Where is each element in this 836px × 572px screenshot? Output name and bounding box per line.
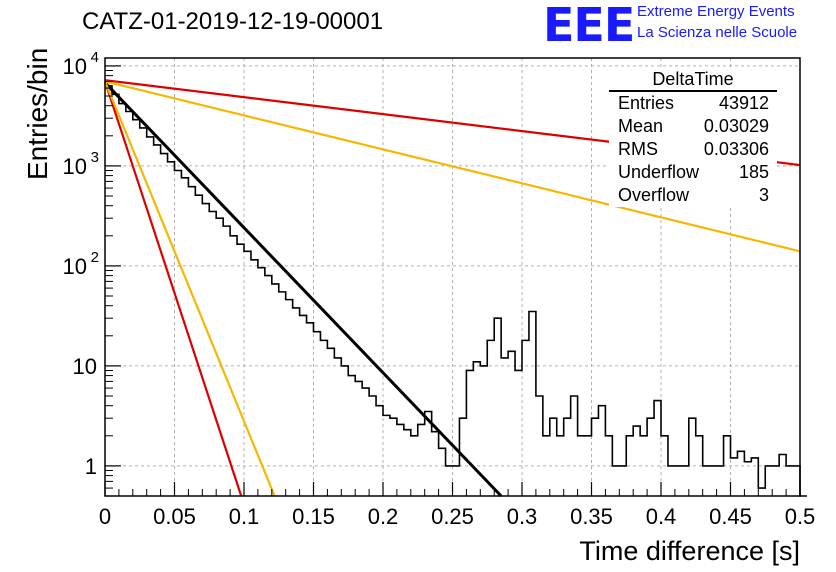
stats-label: Entries xyxy=(618,93,675,113)
x-tick-label: 0.2 xyxy=(368,504,399,529)
stats-value: 0.03029 xyxy=(703,116,769,136)
x-axis-label: Time difference [s] xyxy=(579,536,800,566)
y-tick-exponent: 2 xyxy=(91,249,99,266)
stats-row-mean: Mean 0.03029 xyxy=(609,115,777,138)
stats-row-underflow: Underflow 185 xyxy=(609,161,777,184)
histogram-outline xyxy=(105,85,807,497)
y-tick-label: 10 xyxy=(63,54,87,79)
x-tick-label: 0.5 xyxy=(785,504,816,529)
stats-value: 3 xyxy=(758,185,769,205)
stats-label: Mean xyxy=(618,116,664,136)
stats-label: Underflow xyxy=(618,162,700,182)
stats-box: DeltaTime Entries 43912 Mean 0.03029 RMS… xyxy=(609,68,777,207)
x-tick-label: 0.45 xyxy=(709,504,752,529)
stats-label: Overflow xyxy=(618,185,690,205)
eee-logo: EEE xyxy=(543,0,635,52)
stats-title: DeltaTime xyxy=(609,68,777,92)
y-tick-exponent: 4 xyxy=(91,49,99,66)
stats-value: 185 xyxy=(738,162,769,182)
stats-label: RMS xyxy=(618,139,658,159)
x-tick-label: 0.4 xyxy=(646,504,677,529)
y-axis-label: Entries/bin xyxy=(22,47,53,180)
y-tick-label: 10 xyxy=(63,254,87,279)
y-tick-label: 10 xyxy=(63,154,87,179)
histogram-series xyxy=(105,85,807,497)
fit-curve-5 xyxy=(104,80,801,253)
stats-value: 0.03306 xyxy=(703,139,769,159)
stats-row-rms: RMS 0.03306 xyxy=(609,138,777,161)
chart-title: CATZ-01-2019-12-19-00001 xyxy=(82,8,384,35)
y-tick-label: 10 xyxy=(73,354,97,379)
y-tick-exponent: 3 xyxy=(91,149,99,166)
x-tick-label: 0.05 xyxy=(153,504,196,529)
x-tick-label: 0.1 xyxy=(229,504,260,529)
stats-row-entries: Entries 43912 xyxy=(609,92,777,115)
fit-curve-1 xyxy=(103,81,503,498)
stats-value: 43912 xyxy=(718,93,769,113)
logo-subtitle-1: Extreme Energy Events xyxy=(637,3,795,20)
x-tick-label: 0.15 xyxy=(292,504,335,529)
stats-row-overflow: Overflow 3 xyxy=(609,184,777,207)
y-tick-label: 1 xyxy=(85,454,97,479)
x-tick-label: 0 xyxy=(99,504,111,529)
logo-subtitle-2: La Scienza nelle Scuole xyxy=(637,24,798,41)
fit-curve-2 xyxy=(103,81,243,497)
x-tick-label: 0.3 xyxy=(507,504,538,529)
x-axis-ticks: 0 0.05 0.1 0.15 0.2 0.25 0.3 0.35 0.4 0.45 0.5 xyxy=(99,482,815,529)
fit-curve-3 xyxy=(103,80,276,497)
x-tick-label: 0.35 xyxy=(570,504,613,529)
x-tick-label: 0.25 xyxy=(431,504,474,529)
